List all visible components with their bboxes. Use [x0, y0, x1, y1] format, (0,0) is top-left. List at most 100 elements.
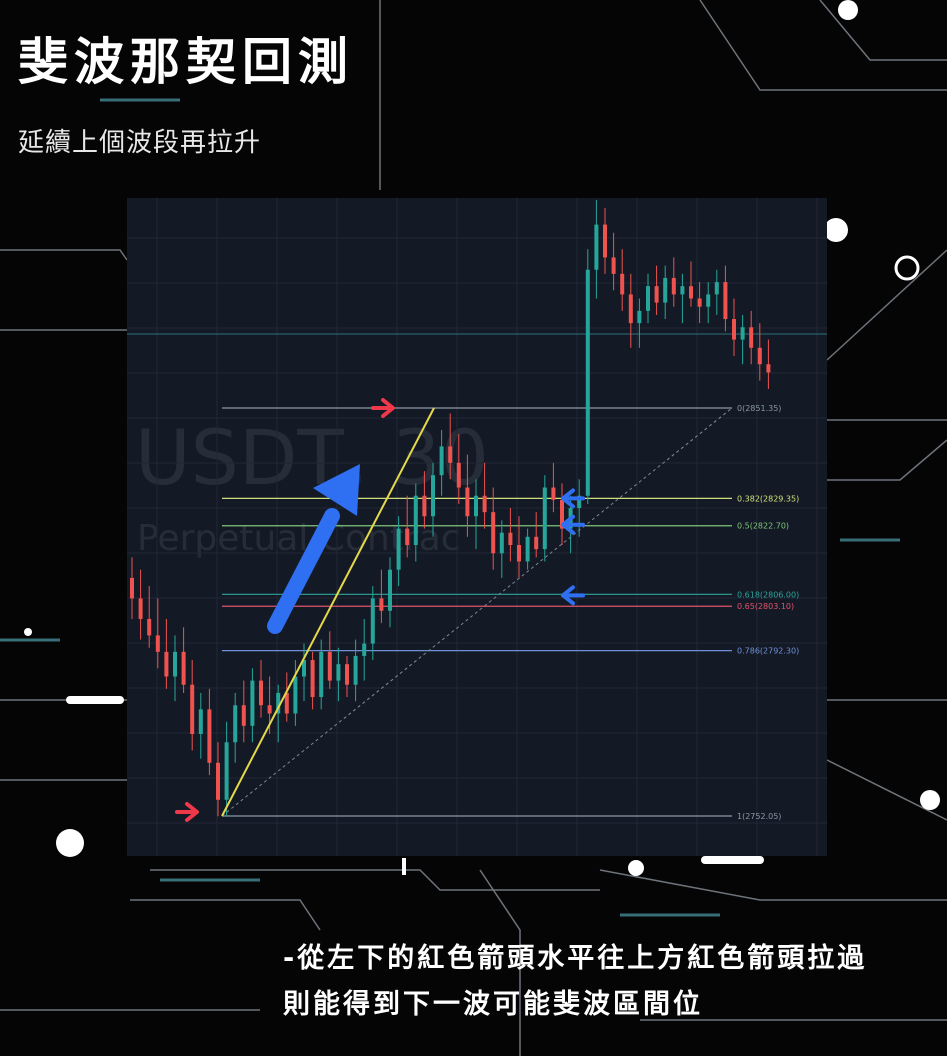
candle-body: [465, 487, 470, 517]
glow-node: [824, 218, 848, 242]
candle-body: [654, 286, 659, 303]
candle-body: [138, 598, 143, 619]
candle-body: [534, 536, 539, 550]
candle-body: [517, 545, 521, 562]
candle-body: [697, 298, 702, 307]
candle-body: [680, 286, 685, 295]
ring-node: [894, 255, 920, 281]
candle-body: [207, 709, 212, 763]
candle-body: [370, 598, 375, 644]
candle-body: [740, 327, 745, 340]
candle-body: [706, 294, 711, 307]
candle-body: [130, 577, 134, 599]
candle-body: [585, 269, 590, 496]
candle-body: [525, 536, 530, 562]
candle-body: [646, 286, 650, 311]
circuit-line: [150, 869, 600, 891]
circuit-line: [819, 0, 947, 61]
fib-trend-dashed: [221, 407, 733, 817]
candle-body: [276, 692, 281, 714]
candle-body: [250, 680, 255, 726]
glow-node: [838, 0, 858, 20]
candle-body: [482, 495, 487, 513]
candle-body: [155, 635, 160, 652]
up-trend-arrowhead: [313, 464, 360, 516]
circuit-line: [0, 249, 128, 261]
candle-body: [284, 692, 289, 714]
candle-body: [198, 709, 203, 735]
candle-body: [671, 277, 676, 295]
candle-body: [439, 446, 444, 476]
circuit-line: [826, 759, 947, 821]
candle-body: [181, 651, 186, 685]
fib-level-label: 0(2851.35): [737, 404, 781, 413]
candle-body: [663, 277, 668, 303]
candle-body: [293, 676, 298, 714]
candle-body: [413, 495, 418, 546]
fib-level-label: 1(2752.05): [737, 812, 781, 821]
candle-body: [577, 495, 582, 509]
circuit-line: [826, 249, 947, 361]
candle-body: [224, 742, 229, 800]
caption-line-2: 則能得到下一波可能斐波區間位: [283, 989, 703, 1020]
fib-level-label: 0.786(2792.30): [737, 647, 799, 656]
candle-body: [164, 651, 169, 677]
candle-body: [353, 655, 358, 685]
candle-body: [474, 495, 478, 517]
candle-body: [732, 319, 736, 340]
blue-arrow-0618-head: [561, 585, 575, 606]
page-title: 斐波那契回測: [18, 33, 354, 91]
candle-body: [594, 224, 599, 270]
candle-body: [603, 224, 607, 258]
candle-body: [611, 257, 616, 274]
glow-node: [56, 829, 84, 857]
glow-node: [24, 628, 32, 636]
candle-body: [491, 512, 496, 554]
chart-panel: USDT, 30 Perpetual Contrac 0(2851.35) 0.3…: [127, 198, 827, 856]
candle-body: [551, 487, 556, 500]
candle-body: [267, 705, 272, 714]
candle-body: [689, 286, 693, 299]
candle-body: [396, 528, 401, 570]
candle-body: [766, 364, 771, 373]
fib-level-label: 0.65(2803.10): [737, 602, 794, 611]
candle-body: [620, 273, 625, 295]
up-trend-arrow-shaft: [267, 508, 340, 634]
blue-arrow-0382-head: [561, 488, 575, 509]
candle-body: [310, 660, 315, 698]
candle-body: [757, 347, 762, 365]
candle-body: [302, 660, 306, 677]
candle-body: [422, 495, 427, 517]
candle-body: [405, 528, 410, 546]
fib-level-label: 0.382(2829.35): [737, 494, 799, 503]
candle-body: [749, 327, 754, 348]
symbol-watermark: USDT, 30: [135, 413, 489, 502]
candle-body: [628, 294, 633, 324]
candlestick-chart: 0(2851.35) 0.382(2829.35) 0.5(2822.70) 0.61…: [127, 198, 827, 856]
page-subtitle: 延續上個波段再拉升: [18, 128, 262, 158]
candle-body: [379, 598, 384, 611]
candle-body: [190, 684, 195, 735]
candle-body: [233, 705, 238, 743]
circuit-line: [599, 869, 947, 901]
candle-body: [542, 487, 547, 550]
fib-drag-line: [221, 407, 435, 817]
candle-body: [499, 532, 504, 554]
circuit-line: [479, 869, 521, 1056]
candle-body: [259, 680, 263, 706]
candle-body: [319, 651, 324, 698]
candle-body: [508, 532, 513, 546]
candle-body: [637, 310, 642, 324]
candle-body: [327, 651, 332, 681]
candle-body: [147, 618, 152, 636]
candle-body: [216, 762, 220, 800]
candle-body: [362, 643, 367, 656]
candle-body: [336, 664, 341, 681]
candle-body: [241, 705, 246, 726]
circuit-line: [699, 0, 947, 91]
fib-level-label: 0.618(2806.00): [737, 590, 799, 599]
fib-level-label: 0.5(2822.70): [737, 522, 789, 531]
circuit-line: [827, 439, 947, 481]
candle-body: [560, 499, 564, 529]
